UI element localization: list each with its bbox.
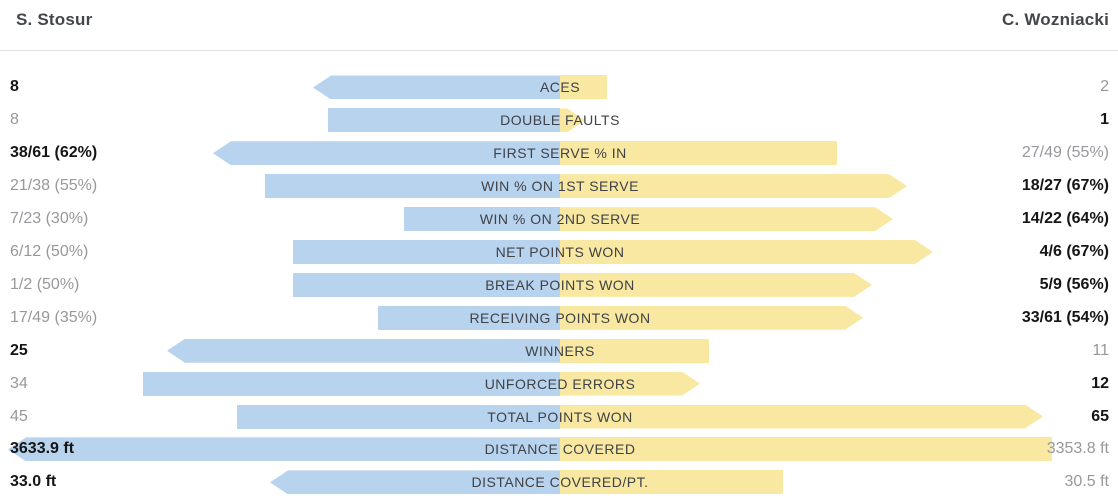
left-player-value: 8: [10, 111, 19, 129]
left-player-value: 6/12 (50%): [10, 242, 89, 260]
right-player-bar: [560, 470, 783, 495]
stat-row: WIN % ON 2ND SERVE 7/23 (30%) 14/22 (64%…: [0, 203, 1118, 236]
right-player-value: 27/49 (55%): [1021, 144, 1109, 162]
left-player-bar: [8, 437, 560, 462]
right-player-value: 14/22 (64%): [1021, 210, 1109, 228]
left-player-bar: [167, 338, 560, 363]
right-player-bar: [560, 174, 907, 198]
right-player-bar: [560, 437, 1052, 462]
right-player-value: 65: [1091, 407, 1109, 425]
left-player-bar: [213, 141, 560, 166]
right-player-value: 3353.8 ft: [1046, 440, 1109, 458]
right-player-value: 1: [1100, 111, 1109, 129]
left-player-bar: [404, 207, 560, 232]
left-player-value: 38/61 (62%): [10, 144, 98, 162]
stat-label: ACES: [539, 79, 581, 96]
stat-row: WIN % ON 1ST SERVE 21/38 (55%) 18/27 (67…: [0, 170, 1118, 203]
left-player-value: 21/38 (55%): [10, 177, 98, 195]
right-player-bar: [560, 75, 607, 100]
stat-row: ACES 8 2: [0, 71, 1118, 104]
stat-label: BREAK POINTS WON: [485, 276, 635, 293]
right-player-value: 12: [1091, 374, 1109, 392]
right-player-bar: [560, 405, 1043, 429]
stat-rows: ACES 8 2 DOUBLE FAULTS 8 1 FIRST SERVE %…: [0, 71, 1118, 496]
left-player-value: 25: [10, 341, 28, 359]
stat-label: WIN % ON 2ND SERVE: [479, 211, 641, 228]
stat-row: FIRST SERVE % IN 38/61 (62%) 27/49 (55%): [0, 137, 1118, 170]
right-player-bar: [560, 273, 872, 297]
stat-row: WINNERS 25 11: [0, 334, 1118, 367]
left-player-bar: [378, 305, 560, 330]
left-player-bar: [270, 470, 560, 495]
stat-label: WINNERS: [525, 342, 595, 359]
left-player-bar: [265, 174, 560, 199]
left-player-bar: [143, 371, 560, 396]
stat-label: DISTANCE COVERED: [484, 441, 636, 458]
left-player-value: 3633.9 ft: [10, 440, 75, 458]
stat-label: RECEIVING POINTS WON: [469, 309, 651, 326]
stat-label: TOTAL POINTS WON: [487, 408, 633, 425]
stat-row: DOUBLE FAULTS 8 1: [0, 104, 1118, 137]
left-player-bar: [313, 75, 560, 100]
stat-label: FIRST SERVE % IN: [493, 145, 627, 162]
stat-label: DOUBLE FAULTS: [500, 112, 620, 129]
right-player-value: 33/61 (54%): [1021, 308, 1109, 326]
left-player-name: S. Stosur: [16, 10, 93, 29]
left-player-bar: [293, 272, 560, 297]
right-player-bar: [560, 240, 933, 264]
right-player-name: C. Wozniacki: [1002, 10, 1109, 29]
right-player-value: 5/9 (56%): [1039, 275, 1109, 293]
stat-row: RECEIVING POINTS WON 17/49 (35%) 33/61 (…: [0, 301, 1118, 334]
right-player-bar: [560, 207, 893, 231]
left-player-value: 45: [10, 407, 28, 425]
stat-label: NET POINTS WON: [495, 243, 625, 260]
stat-row: TOTAL POINTS WON 45 65: [0, 400, 1118, 433]
left-player-bar: [237, 404, 560, 429]
header-divider: [0, 50, 1118, 51]
stat-row: DISTANCE COVERED 3633.9 ft 3353.8 ft: [0, 433, 1118, 466]
left-player-value: 7/23 (30%): [10, 210, 89, 228]
left-player-value: 33.0 ft: [10, 473, 57, 491]
left-player-value: 17/49 (35%): [10, 308, 98, 326]
right-player-bar: [560, 372, 700, 396]
right-player-bar: [560, 141, 837, 166]
stat-label: UNFORCED ERRORS: [484, 375, 636, 392]
right-player-bar: [560, 338, 709, 363]
left-player-bar: [293, 239, 560, 264]
right-player-value: 30.5 ft: [1064, 473, 1109, 491]
stat-row: NET POINTS WON 6/12 (50%) 4/6 (67%): [0, 236, 1118, 269]
left-player-bar: [328, 108, 560, 133]
stat-label: WIN % ON 1ST SERVE: [481, 178, 639, 195]
stat-label: DISTANCE COVERED/PT.: [471, 474, 649, 491]
stat-row: BREAK POINTS WON 1/2 (50%) 5/9 (56%): [0, 268, 1118, 301]
right-player-value: 4/6 (67%): [1039, 242, 1109, 260]
right-player-value: 2: [1100, 78, 1109, 96]
stat-row: DISTANCE COVERED/PT. 33.0 ft 30.5 ft: [0, 466, 1118, 496]
left-player-value: 34: [10, 374, 28, 392]
right-player-bar: [560, 306, 863, 330]
left-player-value: 1/2 (50%): [10, 275, 80, 293]
right-player-value: 11: [1092, 341, 1109, 359]
stat-row: UNFORCED ERRORS 34 12: [0, 367, 1118, 400]
right-player-value: 18/27 (67%): [1021, 177, 1109, 195]
left-player-value: 8: [10, 78, 19, 96]
